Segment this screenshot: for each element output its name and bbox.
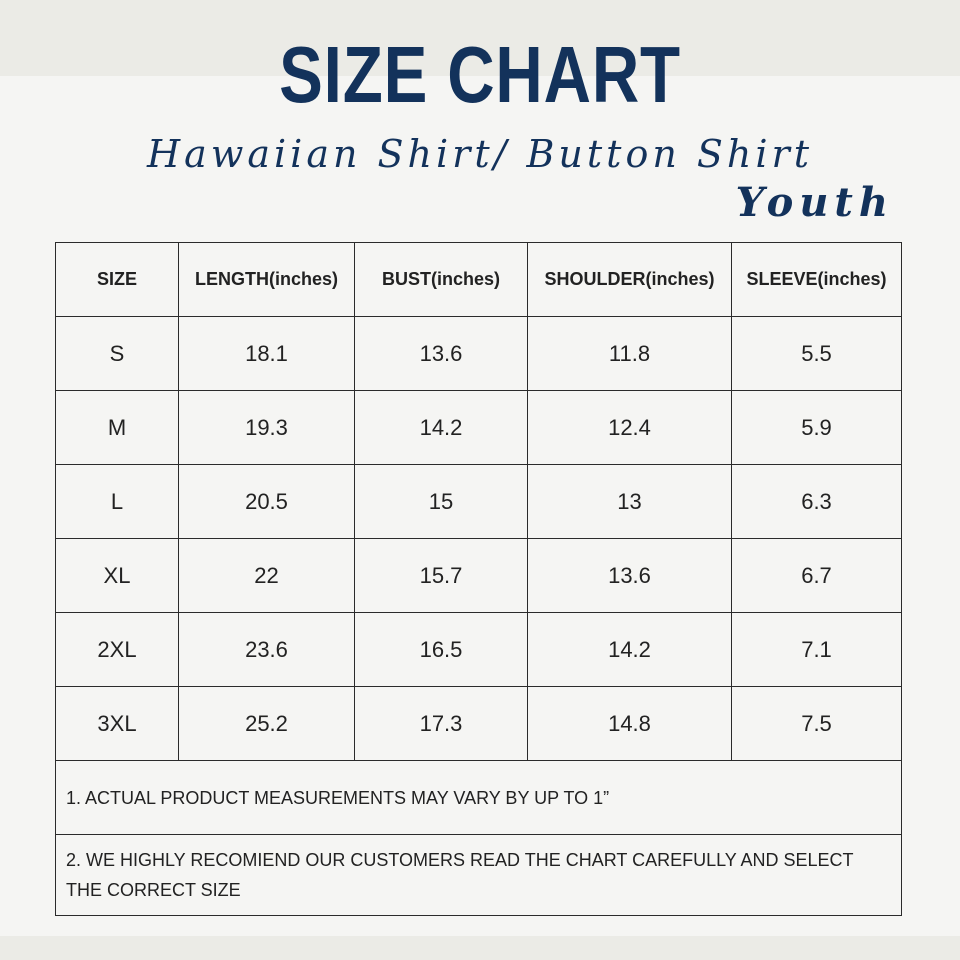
youth-label: Youth [735, 179, 894, 226]
cell-bust: 15.7 [354, 538, 528, 613]
table-row: S 18.1 13.6 11.8 5.5 [55, 316, 902, 391]
cell-sleeve: 5.9 [731, 390, 902, 465]
cell-sleeve: 6.7 [731, 538, 902, 613]
cell-sleeve: 5.5 [731, 316, 902, 391]
cell-shoulder: 14.8 [527, 686, 732, 761]
cell-shoulder: 14.2 [527, 612, 732, 687]
cell-shoulder: 13 [527, 464, 732, 539]
note-read-chart: 2. WE HIGHLY RECOMIEND OUR CUSTOMERS REA… [55, 834, 902, 916]
cell-bust: 17.3 [354, 686, 528, 761]
header-shoulder: SHOULDER(inches) [527, 242, 732, 317]
cell-size: M [55, 390, 179, 465]
size-table: SIZE LENGTH(inches) BUST(inches) SHOULDE… [55, 242, 902, 916]
cell-length: 18.1 [178, 316, 355, 391]
cell-size: XL [55, 538, 179, 613]
cell-size: 2XL [55, 612, 179, 687]
cell-size: L [55, 464, 179, 539]
cell-length: 19.3 [178, 390, 355, 465]
cell-shoulder: 11.8 [527, 316, 732, 391]
cell-shoulder: 13.6 [527, 538, 732, 613]
cell-sleeve: 7.5 [731, 686, 902, 761]
table-header-row: SIZE LENGTH(inches) BUST(inches) SHOULDE… [55, 242, 902, 317]
header-size: SIZE [55, 242, 179, 317]
note-row: 2. WE HIGHLY RECOMIEND OUR CUSTOMERS REA… [55, 834, 902, 916]
cell-bust: 13.6 [354, 316, 528, 391]
cell-bust: 16.5 [354, 612, 528, 687]
cell-shoulder: 12.4 [527, 390, 732, 465]
page-subtitle: Hawaiian Shirt/ Button Shirt [147, 132, 813, 176]
cell-length: 20.5 [178, 464, 355, 539]
header-bust: BUST(inches) [354, 242, 528, 317]
cell-size: S [55, 316, 179, 391]
cell-bust: 14.2 [354, 390, 528, 465]
table-row: L 20.5 15 13 6.3 [55, 464, 902, 539]
cell-sleeve: 6.3 [731, 464, 902, 539]
cell-bust: 15 [354, 464, 528, 539]
table-row: 2XL 23.6 16.5 14.2 7.1 [55, 612, 902, 687]
note-row: 1. ACTUAL PRODUCT MEASUREMENTS MAY VARY … [55, 760, 902, 835]
table-row: 3XL 25.2 17.3 14.8 7.5 [55, 686, 902, 761]
table-row: XL 22 15.7 13.6 6.7 [55, 538, 902, 613]
cell-sleeve: 7.1 [731, 612, 902, 687]
page-title: SIZE CHART [279, 30, 681, 119]
header-length: LENGTH(inches) [178, 242, 355, 317]
cell-length: 23.6 [178, 612, 355, 687]
note-measurement-variance: 1. ACTUAL PRODUCT MEASUREMENTS MAY VARY … [55, 760, 902, 835]
cell-length: 22 [178, 538, 355, 613]
cell-length: 25.2 [178, 686, 355, 761]
header-sleeve: SLEEVE(inches) [731, 242, 902, 317]
table-row: M 19.3 14.2 12.4 5.9 [55, 390, 902, 465]
cell-size: 3XL [55, 686, 179, 761]
